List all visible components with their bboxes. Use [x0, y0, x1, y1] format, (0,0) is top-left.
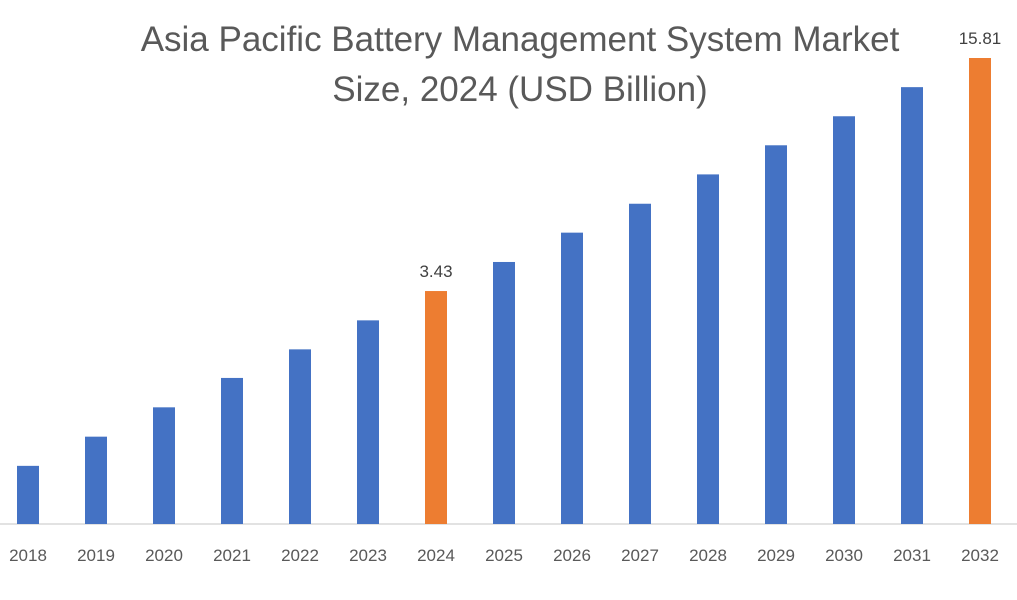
bar-2032	[969, 58, 991, 525]
bar-2019	[85, 436, 107, 524]
bar-2022	[289, 349, 311, 524]
x-tick-label-2023: 2023	[349, 546, 387, 565]
bar-2025	[493, 261, 515, 524]
bar-2018	[17, 465, 39, 524]
data-label-2032: 15.81	[959, 29, 1002, 48]
bar-2030	[833, 116, 855, 524]
x-tick-label-2031: 2031	[893, 546, 931, 565]
bar-2031	[901, 87, 923, 524]
x-tick-label-2019: 2019	[77, 546, 115, 565]
bar-2023	[357, 320, 379, 524]
data-label-2024: 3.43	[419, 262, 452, 281]
bar-2029	[765, 145, 787, 525]
x-tick-label-2018: 2018	[9, 546, 47, 565]
x-tick-label-2030: 2030	[825, 546, 863, 565]
x-tick-label-2020: 2020	[145, 546, 183, 565]
x-tick-label-2022: 2022	[281, 546, 319, 565]
bar-2020	[153, 407, 175, 524]
bar-2024	[425, 291, 447, 524]
bar-2028	[697, 174, 719, 524]
chart-title-line-2: Size, 2024 (USD Billion)	[332, 70, 708, 109]
x-tick-label-2026: 2026	[553, 546, 591, 565]
bar-2026	[561, 232, 583, 525]
x-tick-label-2021: 2021	[213, 546, 251, 565]
x-tick-label-2024: 2024	[417, 546, 455, 565]
x-tick-label-2029: 2029	[757, 546, 795, 565]
bar-2027	[629, 203, 651, 524]
chart-title-line-1: Asia Pacific Battery Management System M…	[140, 20, 900, 59]
bar-2021	[221, 377, 243, 524]
x-tick-label-2027: 2027	[621, 546, 659, 565]
x-tick-label-2032: 2032	[961, 546, 999, 565]
x-tick-label-2028: 2028	[689, 546, 727, 565]
x-tick-label-2025: 2025	[485, 546, 523, 565]
